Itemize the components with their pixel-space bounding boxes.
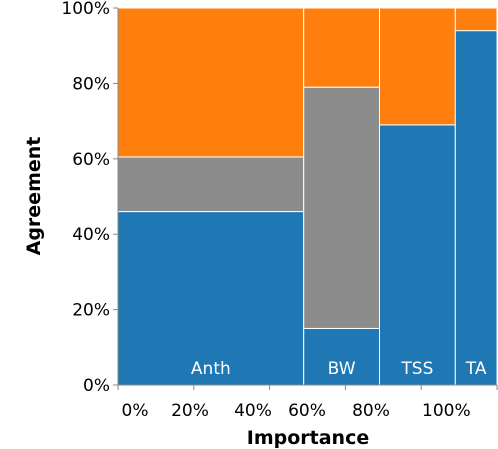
tile-anth-top bbox=[117, 7, 305, 158]
x-tick-label: 40% bbox=[234, 401, 272, 421]
category-label-bw: BW bbox=[328, 359, 356, 379]
axes bbox=[117, 8, 497, 386]
plot-area bbox=[117, 7, 498, 386]
tile-ta-top bbox=[454, 7, 498, 32]
tile-bw-top bbox=[303, 7, 381, 88]
tile-bw-middle bbox=[303, 86, 381, 329]
x-tick-label: 100% bbox=[422, 401, 471, 421]
tile-tss-top bbox=[379, 7, 456, 126]
category-label-anth: Anth bbox=[191, 359, 231, 379]
tile-anth-bottom bbox=[117, 211, 305, 386]
category-labels: Anth BW TSS TA bbox=[191, 359, 487, 379]
category-label-ta: TA bbox=[465, 359, 487, 379]
tile-bw-bottom bbox=[303, 327, 381, 386]
x-tick-label: 0% bbox=[122, 401, 149, 421]
x-tick-label: 80% bbox=[352, 401, 390, 421]
y-tick-label: 80% bbox=[72, 74, 110, 94]
y-tick-label: 0% bbox=[83, 376, 110, 396]
tile-tss-bottom bbox=[379, 124, 456, 386]
category-label-tss: TSS bbox=[400, 359, 433, 379]
tile-ta-bottom bbox=[454, 30, 498, 386]
tile-anth-middle bbox=[117, 156, 305, 213]
x-tick-label: 20% bbox=[171, 401, 209, 421]
x-tick-label: 60% bbox=[288, 401, 326, 421]
y-axis-ticks: 0% 20% 40% 60% 80% 100% bbox=[61, 0, 118, 396]
y-axis-title: Agreement bbox=[23, 137, 45, 256]
x-axis-title: Importance bbox=[247, 427, 369, 449]
y-tick-label: 60% bbox=[72, 150, 110, 170]
y-tick-label: 100% bbox=[61, 0, 110, 19]
x-axis-ticks: 0% 20% 40% 60% 80% 100% bbox=[117, 385, 498, 421]
y-tick-label: 20% bbox=[72, 301, 110, 321]
y-tick-label: 40% bbox=[72, 225, 110, 245]
